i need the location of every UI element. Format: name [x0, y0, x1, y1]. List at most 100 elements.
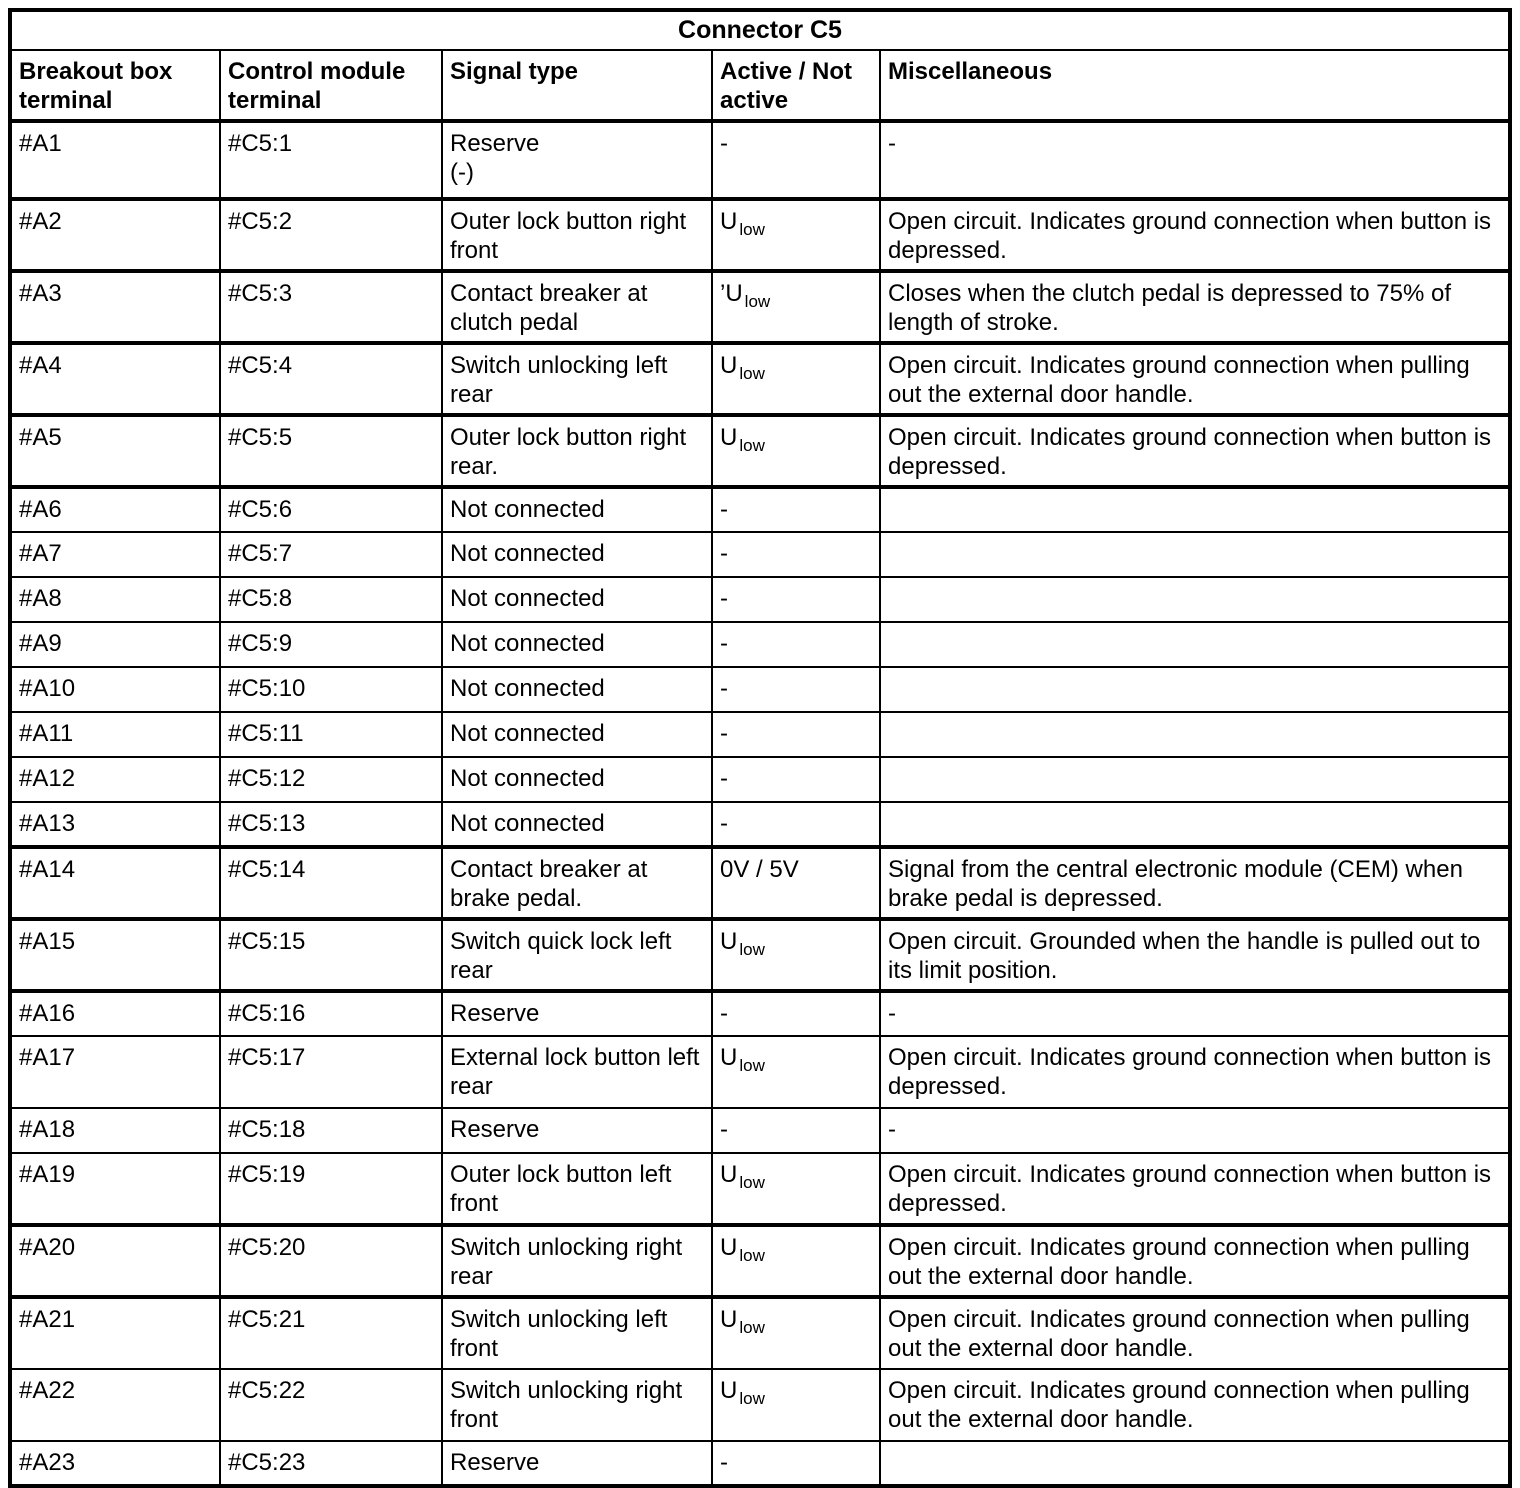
- active-value: -: [720, 720, 728, 747]
- table-row: #A9 #C5:9 Not connected -: [9, 621, 1511, 668]
- active-value-subscript: low: [739, 220, 765, 239]
- table-row: #A10 #C5:10 Not connected -: [9, 666, 1511, 713]
- column-header-breakout-box-terminal: Breakout box terminal: [9, 49, 221, 123]
- cell-control-module-terminal: #C5:6: [219, 486, 443, 533]
- table-row: #A16 #C5:16 Reserve - -: [9, 990, 1511, 1037]
- cell-miscellaneous: Open circuit. Indicates ground connectio…: [879, 1296, 1511, 1370]
- table-title: Connector C5: [9, 9, 1511, 51]
- cell-breakout-box-terminal: #A15: [9, 918, 221, 993]
- cell-active-not-active: 0V / 5V: [711, 846, 881, 921]
- cell-miscellaneous: [879, 711, 1511, 758]
- active-value-subscript: low: [739, 364, 765, 383]
- cell-signal-type: External lock button left rear: [441, 1035, 713, 1109]
- cell-active-not-active: -: [711, 801, 881, 849]
- cell-control-module-terminal: #C5:21: [219, 1296, 443, 1370]
- cell-control-module-terminal: #C5:12: [219, 756, 443, 803]
- cell-control-module-terminal: #C5:15: [219, 918, 443, 993]
- active-value-subscript: low: [739, 1318, 765, 1337]
- active-value: -: [720, 810, 728, 837]
- cell-control-module-terminal: #C5:23: [219, 1440, 443, 1487]
- active-value: U: [720, 1161, 738, 1188]
- cell-miscellaneous: Open circuit. Indicates ground connectio…: [879, 414, 1511, 489]
- cell-signal-type: Not connected: [441, 801, 713, 849]
- cell-signal-type: Contact breaker at brake pedal.: [441, 846, 713, 921]
- cell-signal-type: Not connected: [441, 666, 713, 713]
- cell-active-not-active: -: [711, 1440, 881, 1487]
- cell-control-module-terminal: #C5:7: [219, 531, 443, 578]
- column-header-active-not-active: Active / Not active: [711, 49, 881, 123]
- cell-miscellaneous: [879, 1440, 1511, 1487]
- cell-breakout-box-terminal: #A19: [9, 1152, 221, 1227]
- cell-breakout-box-terminal: #A11: [9, 711, 221, 758]
- active-value: -: [720, 540, 728, 567]
- cell-active-not-active: -: [711, 711, 881, 758]
- cell-breakout-box-terminal: #A23: [9, 1440, 221, 1487]
- connector-c5-table: Connector C5 Breakout box terminal Contr…: [8, 8, 1512, 1488]
- cell-miscellaneous: Open circuit. Indicates ground connectio…: [879, 1152, 1511, 1227]
- table-row: #A18 #C5:18 Reserve - -: [9, 1107, 1511, 1154]
- cell-signal-type: Reserve: [441, 990, 713, 1037]
- cell-signal-type: Switch unlocking left front: [441, 1296, 713, 1370]
- table-row: #A11 #C5:11 Not connected -: [9, 711, 1511, 758]
- cell-signal-type: Outer lock button right front: [441, 198, 713, 273]
- active-value: ’U: [720, 280, 743, 307]
- cell-control-module-terminal: #C5:14: [219, 846, 443, 921]
- active-value: -: [720, 765, 728, 792]
- cell-signal-type: Not connected: [441, 576, 713, 623]
- cell-miscellaneous: Open circuit. Indicates ground connectio…: [879, 1035, 1511, 1109]
- cell-active-not-active: -: [711, 531, 881, 578]
- cell-control-module-terminal: #C5:10: [219, 666, 443, 713]
- cell-breakout-box-terminal: #A17: [9, 1035, 221, 1109]
- cell-breakout-box-terminal: #A16: [9, 990, 221, 1037]
- cell-active-not-active: -: [711, 486, 881, 533]
- active-value: U: [720, 208, 738, 235]
- cell-signal-type: Outer lock button right rear.: [441, 414, 713, 489]
- active-value: 0V / 5V: [720, 856, 799, 883]
- cell-miscellaneous: -: [879, 1107, 1511, 1154]
- table-row: #A23 #C5:23 Reserve -: [9, 1440, 1511, 1487]
- active-value-subscript: low: [739, 1056, 765, 1075]
- cell-active-not-active: -: [711, 990, 881, 1037]
- active-value-subscript: low: [744, 292, 771, 311]
- cell-breakout-box-terminal: #A6: [9, 486, 221, 533]
- cell-control-module-terminal: #C5:16: [219, 990, 443, 1037]
- cell-miscellaneous: Closes when the clutch pedal is depresse…: [879, 270, 1511, 345]
- cell-control-module-terminal: #C5:17: [219, 1035, 443, 1109]
- cell-miscellaneous: Open circuit. Indicates ground connectio…: [879, 198, 1511, 273]
- table-body: #A1 #C5:1 Reserve (-) - - #A2 #C5:2 Outer lock …: [9, 120, 1511, 1487]
- cell-breakout-box-terminal: #A14: [9, 846, 221, 921]
- cell-signal-type: Reserve (-): [441, 120, 713, 201]
- cell-signal-type: Reserve: [441, 1440, 713, 1487]
- cell-breakout-box-terminal: #A18: [9, 1107, 221, 1154]
- cell-miscellaneous: [879, 576, 1511, 623]
- cell-breakout-box-terminal: #A12: [9, 756, 221, 803]
- cell-control-module-terminal: #C5:2: [219, 198, 443, 273]
- active-value: -: [720, 585, 728, 612]
- cell-miscellaneous: -: [879, 990, 1511, 1037]
- cell-control-module-terminal: #C5:18: [219, 1107, 443, 1154]
- cell-control-module-terminal: #C5:13: [219, 801, 443, 849]
- cell-miscellaneous: [879, 801, 1511, 849]
- cell-breakout-box-terminal: #A10: [9, 666, 221, 713]
- cell-breakout-box-terminal: #A4: [9, 342, 221, 417]
- cell-miscellaneous: [879, 621, 1511, 668]
- cell-breakout-box-terminal: #A5: [9, 414, 221, 489]
- table-row: #A17 #C5:17 External lock button left rear…: [9, 1035, 1511, 1109]
- active-value: -: [720, 630, 728, 657]
- cell-breakout-box-terminal: #A8: [9, 576, 221, 623]
- active-value-subscript: low: [739, 1246, 765, 1265]
- table-row: #A12 #C5:12 Not connected -: [9, 756, 1511, 803]
- cell-control-module-terminal: #C5:3: [219, 270, 443, 345]
- cell-breakout-box-terminal: #A2: [9, 198, 221, 273]
- table-row: #A6 #C5:6 Not connected -: [9, 486, 1511, 533]
